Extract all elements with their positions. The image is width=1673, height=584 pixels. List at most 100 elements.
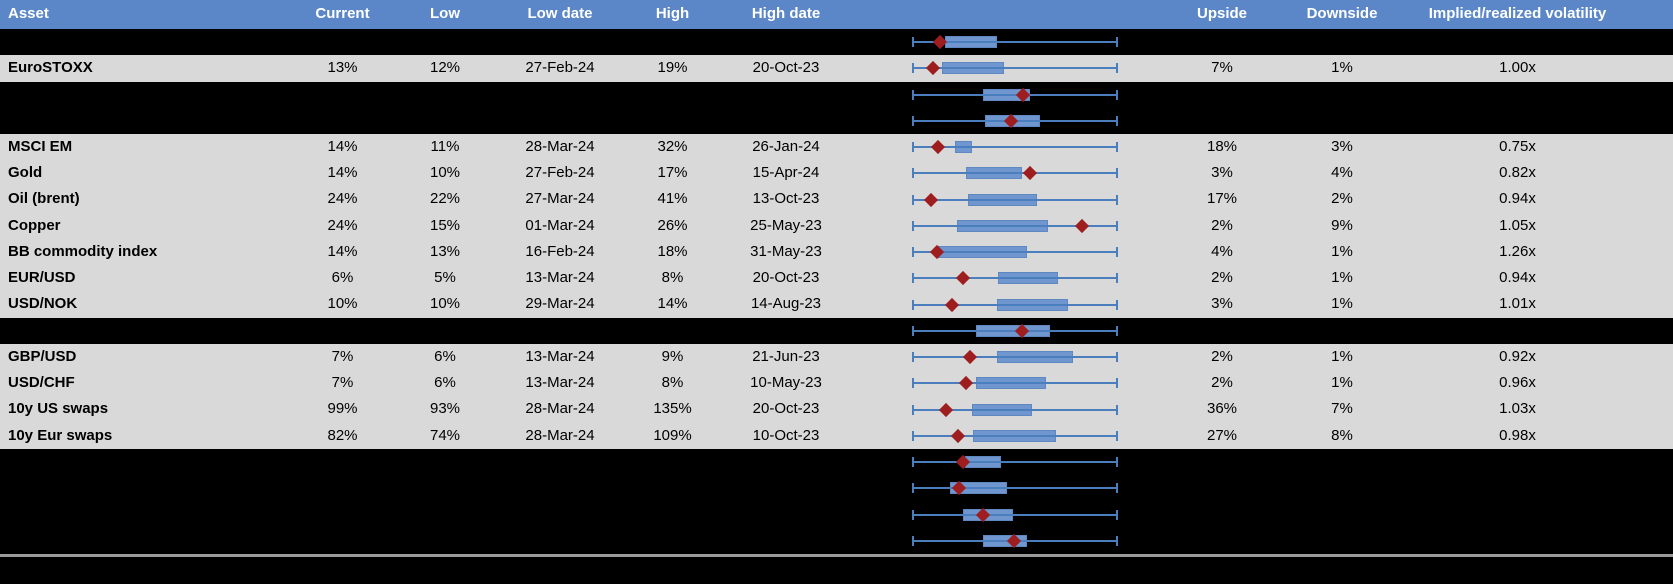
whisker-line [913, 487, 1117, 490]
cell-high_date: 31-May-23 [750, 243, 822, 260]
boxplot-cell [857, 292, 1162, 318]
whisker-line [913, 41, 1117, 44]
cell-downside: 1% [1331, 348, 1353, 365]
whisker-line [913, 303, 1117, 306]
whisker-cap-right [1116, 404, 1118, 415]
whisker-cap-right [1116, 483, 1118, 494]
cell-implied_realized: 0.92x [1499, 348, 1536, 365]
current-marker-diamond-icon [930, 140, 946, 155]
cell-implied_realized: 0.82x [1499, 165, 1536, 182]
cell-low: 11% [430, 138, 460, 155]
cell-high: 14% [657, 296, 688, 313]
current-marker-diamond-icon [958, 376, 974, 391]
column-header-asset: Asset [8, 6, 49, 23]
cell-high_date: 21-Jun-23 [752, 348, 820, 365]
cell-high_date: 13-Oct-23 [752, 191, 820, 208]
current-marker-diamond-icon [944, 297, 960, 312]
whisker-cap-right [1116, 509, 1118, 520]
whisker-cap-right [1116, 168, 1118, 179]
cell-current: 14% [327, 243, 358, 260]
hidden-table-row [0, 501, 1673, 528]
cell-downside: 1% [1331, 375, 1353, 392]
cell-current: 82% [327, 427, 358, 444]
current-marker-diamond-icon [950, 428, 966, 443]
whisker-line [913, 172, 1117, 175]
whisker-cap-right [1116, 535, 1118, 546]
column-header-upside: Upside [1196, 6, 1247, 23]
cell-high: 135% [653, 401, 692, 418]
cell-current: 10% [327, 296, 358, 313]
column-header-implied_realized: Implied/realized volatility [1428, 6, 1607, 23]
whisker-cap-left [912, 168, 914, 179]
cell-implied_realized: 1.26x [1499, 243, 1536, 260]
whisker-line [913, 93, 1117, 96]
cell-asset: BB commodity index [8, 243, 158, 260]
cell-low_date: 27-Feb-24 [525, 60, 595, 77]
boxplot-cell [857, 82, 1162, 108]
table-row: MSCI EM 14% 11% 28-Mar-24 32% 26-Jan-24 18% 3% 0… [0, 134, 1673, 161]
whisker-line [913, 224, 1117, 227]
whisker-line [913, 277, 1117, 280]
cell-upside: 3% [1211, 165, 1233, 182]
whisker-line [913, 461, 1117, 464]
cell-upside: 36% [1206, 401, 1238, 418]
boxplot-cell [857, 370, 1162, 396]
whisker-cap-right [1116, 273, 1118, 284]
table-row: EUR/USD 6% 5% 13-Mar-24 8% 20-Oct-23 2% 1% 0.94x [0, 265, 1673, 292]
boxplot-cell [857, 187, 1162, 213]
cell-high_date: 10-May-23 [750, 375, 822, 392]
whisker-cap-left [912, 115, 914, 126]
whisker-cap-right [1116, 325, 1118, 336]
cell-asset: 10y Eur swaps [8, 427, 113, 444]
whisker-cap-right [1116, 63, 1118, 74]
cell-low: 10% [429, 296, 461, 313]
whisker-cap-left [912, 483, 914, 494]
whisker-cap-right [1116, 89, 1118, 100]
column-header-high: High [655, 6, 690, 23]
cell-low: 6% [434, 375, 456, 392]
whisker-line [913, 513, 1117, 516]
cell-low: 13% [429, 243, 461, 260]
cell-asset: GBP/USD [8, 348, 77, 365]
cell-high: 41% [657, 191, 688, 208]
cell-low: 10% [429, 165, 461, 182]
table-row: USD/CHF 7% 6% 13-Mar-24 8% 10-May-23 2% 1% 0.96x [0, 370, 1673, 397]
cell-downside: 1% [1331, 296, 1353, 313]
cell-low: 6% [434, 348, 456, 365]
cell-asset: Oil (brent) [8, 191, 80, 208]
boxplot-cell [857, 397, 1162, 423]
cell-low: 93% [429, 401, 461, 418]
table-row: 10y Eur swaps 82% 74% 28-Mar-24 109% 10-Oct-2… [0, 422, 1673, 449]
hidden-table-row [0, 475, 1673, 502]
cell-current: 13% [327, 60, 358, 77]
bottom-hidden-band [0, 557, 1673, 584]
table-row: EuroSTOXX 13% 12% 27-Feb-24 19% 20-Oct-23 7% 1%… [0, 55, 1673, 82]
cell-high: 26% [657, 217, 688, 234]
cell-current: 24% [327, 191, 358, 208]
cell-upside: 2% [1211, 348, 1233, 365]
separator-line [0, 554, 1673, 557]
table-row: BB commodity index 14% 13% 16-Feb-24 18% 31-M… [0, 239, 1673, 266]
whisker-line [913, 198, 1117, 201]
cell-implied_realized: 1.01x [1499, 296, 1536, 313]
column-header-downside: Downside [1306, 6, 1378, 23]
whisker-line [913, 251, 1117, 254]
cell-low_date: 13-Mar-24 [525, 375, 595, 392]
hidden-table-row [0, 29, 1673, 56]
whisker-cap-left [912, 378, 914, 389]
cell-downside: 9% [1331, 217, 1353, 234]
boxplot-cell [857, 239, 1162, 265]
boxplot-cell [857, 134, 1162, 160]
cell-high: 8% [661, 375, 684, 392]
cell-high: 18% [657, 243, 688, 260]
table-row: Gold 14% 10% 27-Feb-24 17% 15-Apr-24 3% 4% 0.82x [0, 160, 1673, 187]
whisker-cap-right [1116, 430, 1118, 441]
cell-asset: MSCI EM [8, 138, 73, 155]
cell-low_date: 29-Mar-24 [525, 296, 595, 313]
cell-downside: 2% [1331, 191, 1353, 208]
cell-low: 12% [429, 60, 461, 77]
cell-high_date: 25-May-23 [750, 217, 822, 234]
cell-high_date: 20-Oct-23 [752, 401, 820, 418]
cell-implied_realized: 1.03x [1499, 401, 1536, 418]
boxplot-cell [857, 160, 1162, 186]
